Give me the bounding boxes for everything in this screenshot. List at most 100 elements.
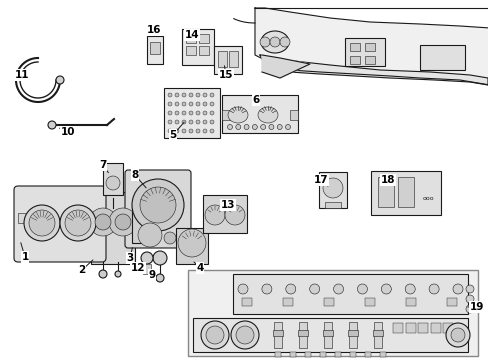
Circle shape — [60, 205, 96, 241]
Bar — [185, 34, 196, 43]
Circle shape — [450, 328, 464, 342]
Circle shape — [285, 284, 295, 294]
Bar — [442, 323, 452, 333]
Bar — [349, 56, 359, 64]
Circle shape — [260, 125, 265, 130]
Circle shape — [277, 125, 282, 130]
Bar — [283, 298, 292, 306]
Circle shape — [445, 323, 469, 347]
Text: 8: 8 — [131, 170, 138, 180]
Bar — [214, 46, 242, 74]
Ellipse shape — [227, 107, 247, 123]
Bar — [379, 352, 385, 357]
Circle shape — [168, 93, 172, 97]
Bar — [334, 352, 340, 357]
Circle shape — [230, 321, 259, 349]
Circle shape — [175, 111, 179, 115]
Circle shape — [189, 129, 193, 133]
Bar — [323, 330, 332, 336]
Bar — [325, 202, 340, 208]
Circle shape — [381, 284, 390, 294]
Circle shape — [189, 111, 193, 115]
Circle shape — [269, 37, 280, 47]
Circle shape — [203, 111, 206, 115]
Text: 10: 10 — [61, 127, 75, 137]
Circle shape — [209, 93, 214, 97]
Bar — [298, 322, 306, 348]
Bar — [273, 322, 282, 348]
Circle shape — [465, 295, 473, 303]
Circle shape — [48, 121, 56, 129]
Bar — [373, 322, 381, 348]
Bar — [203, 195, 246, 233]
Bar — [319, 352, 325, 357]
Circle shape — [175, 120, 179, 124]
Bar — [318, 172, 346, 208]
Text: 2: 2 — [78, 265, 85, 275]
Bar — [150, 42, 160, 54]
Circle shape — [357, 284, 366, 294]
Circle shape — [209, 129, 214, 133]
Text: 12: 12 — [130, 263, 145, 273]
Circle shape — [252, 125, 257, 130]
Polygon shape — [260, 55, 487, 85]
Text: 16: 16 — [146, 25, 161, 35]
Circle shape — [156, 274, 163, 282]
Bar — [324, 298, 333, 306]
Bar — [370, 171, 440, 215]
Bar — [185, 46, 196, 55]
Bar — [232, 274, 467, 314]
Text: 9: 9 — [148, 270, 155, 280]
Bar — [405, 323, 415, 333]
Circle shape — [285, 125, 290, 130]
Circle shape — [280, 37, 289, 47]
Circle shape — [115, 271, 121, 277]
Circle shape — [65, 210, 91, 236]
Bar — [222, 110, 229, 120]
Circle shape — [189, 93, 193, 97]
Circle shape — [56, 76, 64, 84]
Circle shape — [168, 129, 172, 133]
Circle shape — [168, 102, 172, 106]
Bar — [142, 264, 151, 274]
Text: 15: 15 — [218, 70, 233, 80]
Circle shape — [196, 129, 200, 133]
Circle shape — [178, 229, 205, 257]
Circle shape — [99, 270, 107, 278]
Circle shape — [175, 102, 179, 106]
Circle shape — [235, 125, 240, 130]
Text: 4: 4 — [196, 263, 203, 273]
Circle shape — [153, 251, 167, 265]
Bar — [199, 34, 208, 43]
Circle shape — [209, 111, 214, 115]
Circle shape — [95, 214, 111, 230]
Circle shape — [428, 284, 438, 294]
Circle shape — [109, 208, 137, 236]
Circle shape — [224, 205, 244, 225]
Text: 13: 13 — [220, 200, 235, 210]
Circle shape — [203, 120, 206, 124]
Ellipse shape — [258, 107, 278, 123]
Circle shape — [196, 120, 200, 124]
Circle shape — [244, 125, 248, 130]
Circle shape — [182, 120, 185, 124]
Bar — [364, 298, 374, 306]
Circle shape — [115, 214, 131, 230]
Circle shape — [323, 178, 342, 198]
Circle shape — [175, 129, 179, 133]
Polygon shape — [254, 8, 488, 85]
Bar — [377, 177, 393, 207]
Circle shape — [262, 284, 271, 294]
Bar — [218, 51, 226, 67]
Bar — [222, 95, 297, 133]
Bar — [132, 207, 148, 243]
Bar — [446, 298, 456, 306]
Bar — [91, 192, 135, 264]
Circle shape — [141, 252, 153, 264]
Circle shape — [182, 129, 185, 133]
Ellipse shape — [261, 31, 288, 53]
Circle shape — [465, 285, 473, 293]
Bar — [193, 318, 467, 352]
Text: ooo: ooo — [421, 195, 433, 201]
Bar — [305, 352, 310, 357]
